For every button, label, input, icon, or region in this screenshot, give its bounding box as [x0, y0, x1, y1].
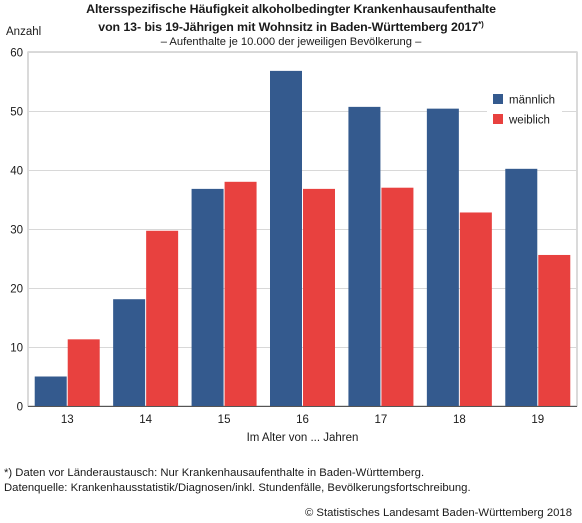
- x-tick-label: 16: [296, 414, 309, 426]
- bar-weiblich: [146, 230, 179, 406]
- y-tick-label: 60: [10, 48, 23, 60]
- y-tick-label: 40: [10, 166, 23, 178]
- bar-weiblich: [303, 188, 335, 406]
- legend-label: weiblich: [508, 115, 550, 127]
- bar-maennlich: [34, 376, 67, 406]
- chart-title-line-2: von 13- bis 19-Jährigen mit Wohnsitz in …: [98, 20, 479, 34]
- bar-weiblich: [381, 187, 414, 406]
- chart-title-block: Altersspezifische Häufigkeit alkoholbedi…: [0, 2, 582, 49]
- bar-maennlich: [505, 168, 538, 406]
- y-tick-label: 50: [10, 107, 23, 119]
- x-tick-label: 15: [218, 414, 231, 426]
- x-axis-label: Im Alter von ... Jahren: [247, 432, 359, 444]
- x-tick-label: 13: [61, 414, 74, 426]
- chart-title: Altersspezifische Häufigkeit alkoholbedi…: [0, 2, 582, 17]
- bar-maennlich: [348, 106, 381, 407]
- bar-weiblich: [459, 212, 492, 406]
- y-axis-label: Anzahl: [6, 26, 42, 38]
- y-tick-label: 20: [10, 284, 23, 296]
- chart-subtitle: – Aufenthalte je 10.000 der jeweiligen B…: [160, 36, 422, 48]
- bar-weiblich: [538, 254, 571, 406]
- legend-swatch: [493, 114, 503, 124]
- x-tick-label: 17: [375, 414, 388, 426]
- legend-swatch: [493, 94, 503, 104]
- bar-weiblich: [67, 339, 100, 406]
- footnote-mark: *): [478, 20, 484, 29]
- bar-maennlich: [270, 70, 302, 406]
- legend-label: männlich: [509, 95, 555, 107]
- y-tick-label: 30: [10, 225, 23, 237]
- y-tick-label: 10: [10, 343, 23, 355]
- bar-maennlich: [191, 188, 224, 406]
- bar-maennlich: [113, 299, 146, 406]
- bar-chart: 0 10 20 30 40 50 60 13 14 15 16 17 18 19 Im Alter von …: [10, 48, 578, 444]
- footnote-text: *) Daten vor Länderaustausch: Nur Kranke…: [4, 467, 425, 479]
- x-tick-label: 18: [453, 414, 466, 426]
- source-text: Datenquelle: Krankenhausstatistik/Diagno…: [4, 482, 471, 494]
- bar-weiblich: [224, 181, 257, 406]
- x-tick-label: 19: [531, 414, 544, 426]
- chart-title-2: von 13- bis 19-Jährigen mit Wohnsitz in …: [0, 17, 582, 35]
- copyright-text: © Statistisches Landesamt Baden-Württemb…: [304, 507, 572, 519]
- y-tick-label: 0: [17, 402, 23, 414]
- bar-maennlich: [426, 108, 459, 406]
- chart-title-line-1: Altersspezifische Häufigkeit alkoholbedi…: [86, 2, 496, 16]
- x-tick-label: 14: [139, 414, 152, 426]
